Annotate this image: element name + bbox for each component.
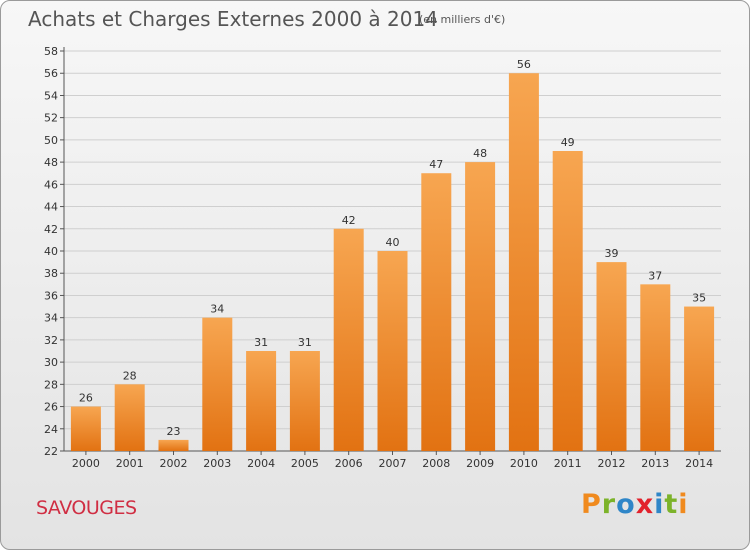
value-label: 26 (79, 392, 93, 405)
bar-2004[interactable] (246, 351, 277, 451)
y-tick-label: 32 (44, 334, 58, 347)
y-tick-label: 44 (44, 201, 58, 214)
value-label: 31 (254, 336, 268, 349)
y-tick-label: 24 (44, 423, 58, 436)
bar-2012[interactable] (596, 262, 627, 451)
logo-letter: o (616, 489, 636, 520)
y-tick-label: 50 (44, 134, 58, 147)
value-label: 28 (123, 369, 137, 382)
logo-letter: t (664, 489, 679, 520)
y-tick-labels: 22 24 26 28 30 32 34 36 38 40 42 44 46 48 50 52 54 56 58 (44, 45, 58, 458)
x-tick-label: 2012 (598, 457, 626, 470)
logo-letter: r (601, 489, 617, 520)
y-tick-label: 52 (44, 112, 58, 125)
bar-2013[interactable] (640, 284, 671, 451)
bar-2014[interactable] (684, 306, 715, 451)
y-tick-label: 42 (44, 223, 58, 236)
bar-2005[interactable] (289, 351, 320, 451)
y-tick-label: 26 (44, 401, 58, 414)
bar-2002[interactable] (158, 439, 189, 451)
y-tick-label: 54 (44, 89, 58, 102)
value-label: 31 (298, 336, 312, 349)
y-tick-label: 48 (44, 156, 58, 169)
value-label: 49 (561, 136, 575, 149)
value-label: 40 (386, 236, 400, 249)
x-tick-label: 2008 (422, 457, 450, 470)
value-label: 35 (692, 292, 706, 305)
bar-2006[interactable] (333, 228, 364, 451)
x-tick-label: 2011 (554, 457, 582, 470)
bar-2001[interactable] (114, 384, 145, 451)
bar-2008[interactable] (421, 173, 452, 451)
bar-2007[interactable] (377, 251, 408, 451)
value-label: 39 (605, 247, 619, 260)
value-label: 37 (648, 269, 662, 282)
bars (70, 73, 715, 451)
bar-2000[interactable] (70, 406, 101, 451)
y-tick-label: 58 (44, 45, 58, 58)
y-tick-label: 28 (44, 378, 58, 391)
y-tick-label: 40 (44, 245, 58, 258)
y-tick-label: 34 (44, 312, 58, 325)
x-tick-label: 2003 (203, 457, 231, 470)
x-tick-label: 2002 (160, 457, 188, 470)
logo-letter: x (635, 489, 655, 520)
y-tick-label: 56 (44, 67, 58, 80)
x-tick-label: 2000 (72, 457, 100, 470)
value-label: 42 (342, 214, 356, 227)
bar-2011[interactable] (552, 151, 583, 451)
y-tick-label: 36 (44, 289, 58, 302)
value-label: 47 (429, 158, 443, 171)
y-tick-label: 22 (44, 445, 58, 458)
bar-2010[interactable] (508, 73, 539, 451)
y-tick-label: 38 (44, 267, 58, 280)
x-tick-labels: 2000 2001 2002 2003 2004 2005 2006 2007 2008 2009… (72, 451, 713, 470)
value-labels: 26 28 23 34 31 31 42 40 47 48 56 49 39 37 35 (79, 58, 706, 438)
value-label: 34 (210, 303, 224, 316)
bar-2003[interactable] (202, 317, 233, 451)
proxiti-logo[interactable]: Proxiti (581, 489, 689, 520)
bar-2009[interactable] (465, 162, 496, 451)
chart-unit: (en milliers d'€) (419, 13, 506, 26)
x-tick-label: 2005 (291, 457, 319, 470)
x-tick-label: 2001 (116, 457, 144, 470)
x-tick-label: 2009 (466, 457, 494, 470)
logo-letter: i (678, 489, 689, 520)
x-tick-label: 2007 (379, 457, 407, 470)
y-tick-label: 46 (44, 178, 58, 191)
x-tick-label: 2013 (641, 457, 669, 470)
x-tick-label: 2006 (335, 457, 363, 470)
y-tick-label: 30 (44, 356, 58, 369)
chart-title: Achats et Charges Externes 2000 à 2014 (28, 7, 438, 31)
value-label: 56 (517, 58, 531, 71)
x-tick-label: 2004 (247, 457, 275, 470)
value-label: 48 (473, 147, 487, 160)
commune-name: SAVOUGES (36, 497, 137, 519)
value-label: 23 (167, 425, 181, 438)
logo-letter: P (581, 489, 602, 520)
x-tick-label: 2014 (685, 457, 713, 470)
x-tick-label: 2010 (510, 457, 538, 470)
logo-letter: i (654, 489, 665, 520)
